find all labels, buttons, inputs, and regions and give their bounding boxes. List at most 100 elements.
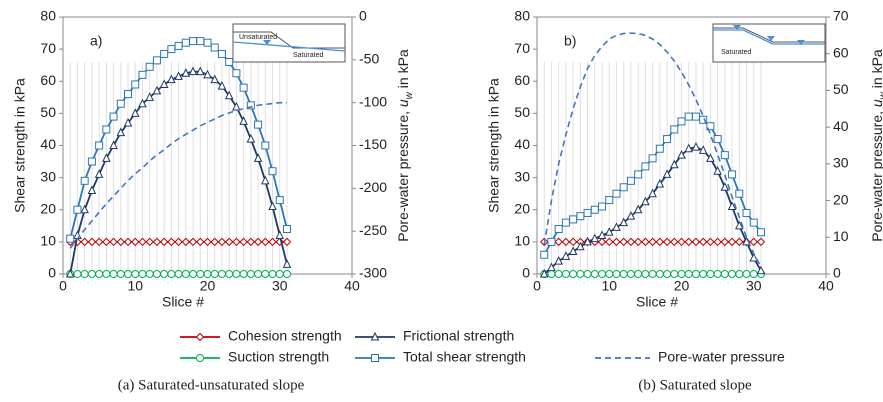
y-tick-label: 80: [40, 8, 56, 24]
inset-label: Saturated: [721, 49, 751, 56]
marker: [217, 270, 226, 278]
y2-axis-label-part: u: [869, 99, 883, 107]
y2-tick-label: 20: [833, 191, 849, 207]
marker: [713, 166, 722, 175]
x-tick-label: 10: [127, 278, 143, 294]
inset-water-icon: [797, 40, 805, 45]
marker: [102, 270, 111, 278]
marker: [561, 218, 570, 227]
marker: [246, 237, 256, 247]
marker: [116, 237, 126, 247]
marker: [684, 112, 693, 121]
marker: [699, 115, 708, 124]
marker: [713, 270, 722, 278]
marker: [73, 205, 82, 214]
marker: [735, 270, 744, 278]
marker: [605, 237, 614, 247]
marker: [619, 270, 628, 278]
marker: [633, 204, 643, 214]
marker: [619, 217, 629, 227]
x-tick-label: 30: [746, 278, 762, 294]
marker: [569, 215, 578, 224]
marker: [540, 250, 549, 259]
y2-tick-label: -150: [359, 136, 387, 152]
marker: [742, 270, 751, 278]
marker: [282, 270, 291, 278]
caption: (a) Saturated-unsaturated slope: [118, 377, 305, 393]
marker: [641, 196, 650, 206]
marker: [246, 101, 255, 110]
marker: [648, 270, 657, 278]
marker: [691, 270, 700, 278]
marker: [246, 133, 256, 143]
marker: [138, 237, 147, 247]
marker: [612, 237, 621, 247]
marker: [195, 66, 205, 76]
marker: [225, 270, 234, 278]
legend-label: Pore-water pressure: [658, 349, 785, 365]
y2-axis-label-part: Pore-water pressure,: [869, 107, 883, 242]
marker: [188, 237, 198, 247]
y2-tick-label: -100: [359, 93, 387, 109]
marker: [145, 270, 154, 278]
marker: [612, 222, 621, 231]
y2-tick-label: 30: [833, 155, 849, 171]
marker: [597, 237, 607, 247]
marker: [145, 237, 154, 247]
marker: [124, 270, 133, 278]
y-tick-label: 0: [522, 265, 530, 281]
inset-label: Saturated: [293, 52, 323, 59]
marker: [619, 183, 628, 192]
marker: [152, 85, 162, 95]
marker: [641, 270, 650, 278]
inset-water: [232, 41, 346, 52]
marker: [749, 270, 758, 278]
marker: [268, 237, 277, 247]
inset-water-icon: [733, 25, 741, 30]
x-tick-label: 10: [601, 278, 617, 294]
marker: [239, 237, 248, 247]
marker: [131, 237, 140, 247]
marker: [583, 208, 592, 217]
marker: [95, 141, 104, 150]
marker: [123, 237, 133, 247]
marker: [260, 175, 270, 185]
marker: [94, 169, 104, 178]
marker: [275, 230, 285, 239]
y2-tick-label: 40: [833, 118, 849, 134]
marker: [145, 92, 155, 101]
marker: [80, 270, 89, 278]
marker: [648, 237, 657, 247]
marker: [275, 270, 284, 278]
marker: [619, 237, 628, 247]
marker: [634, 170, 643, 179]
marker: [684, 270, 693, 278]
marker: [662, 169, 672, 178]
marker: [756, 228, 765, 237]
marker: [181, 270, 190, 278]
marker: [109, 270, 118, 278]
x-tick-label: 30: [272, 278, 288, 294]
marker: [167, 237, 176, 247]
marker: [174, 270, 183, 278]
marker: [160, 270, 169, 278]
marker: [181, 68, 191, 77]
marker: [116, 99, 125, 108]
y-axis-label: Shear strength in kPa: [486, 78, 502, 213]
legend-marker: [195, 332, 205, 342]
y-tick-label: 40: [514, 136, 530, 152]
y-tick-label: 30: [514, 168, 530, 184]
inset-label: Unsaturated: [239, 34, 277, 41]
marker: [655, 237, 665, 247]
y2-axis-label-part: in kPa: [869, 49, 883, 92]
marker: [626, 211, 636, 220]
inset-ground: [233, 31, 345, 49]
y-axis-label: Shear strength in kPa: [12, 78, 28, 213]
marker: [224, 237, 234, 247]
marker: [561, 270, 570, 278]
marker: [576, 212, 585, 221]
marker: [583, 270, 592, 278]
y2-tick-label: 70: [833, 8, 849, 24]
marker: [597, 230, 607, 239]
